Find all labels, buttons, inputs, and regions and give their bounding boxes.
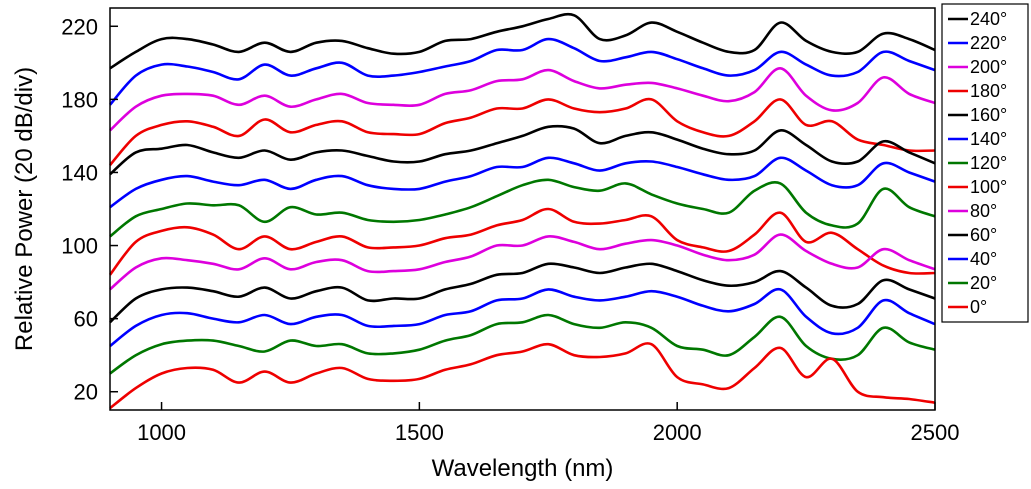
- ticks-layer: 1000 1500 2000 2500 20 60 100 140 180 220: [61, 14, 959, 445]
- x-tick-label-1: 1500: [395, 420, 444, 445]
- legend-label-10: 40°: [970, 249, 997, 269]
- series-line-6: [109, 178, 936, 238]
- legend-label-7: 100°: [970, 177, 1007, 197]
- series-line-9: [109, 262, 936, 324]
- series-line-5: [109, 156, 936, 209]
- legend-label-9: 60°: [970, 225, 997, 245]
- legend-label-11: 20°: [970, 273, 997, 293]
- series-line-2: [109, 67, 936, 132]
- series-line-1: [109, 37, 936, 106]
- legend-label-2: 200°: [970, 57, 1007, 77]
- x-axis-label: Wavelength (nm): [432, 455, 614, 482]
- y-tick-label-2: 100: [61, 234, 98, 259]
- series-line-10: [109, 287, 936, 348]
- series-line-8: [109, 233, 936, 291]
- series-line-7: [108, 207, 936, 276]
- series-layer: [108, 12, 936, 410]
- x-tick-label-3: 2500: [911, 420, 960, 445]
- legend-label-3: 180°: [970, 81, 1007, 101]
- x-tick-label-0: 1000: [137, 420, 186, 445]
- legend: 240° 220° 200° 180° 160° 140° 120° 100° 80° 60° 40…: [941, 3, 1029, 323]
- legend-label-6: 120°: [970, 153, 1007, 173]
- y-tick-label-0: 20: [74, 380, 98, 405]
- legend-label-5: 140°: [970, 129, 1007, 149]
- legend-label-0: 240°: [970, 9, 1007, 29]
- y-tick-label-1: 60: [74, 307, 98, 332]
- y-tick-label-4: 180: [61, 87, 98, 112]
- y-tick-label-5: 220: [61, 14, 98, 39]
- series-line-4: [109, 124, 936, 176]
- y-axis-label: Relative Power (20 dB/div): [11, 67, 38, 351]
- legend-label-8: 80°: [970, 201, 997, 221]
- legend-label-4: 160°: [970, 105, 1007, 125]
- legend-label-12: 0°: [970, 297, 987, 317]
- series-line-12: [109, 342, 936, 410]
- y-tick-label-3: 140: [61, 160, 98, 185]
- series-line-0: [109, 12, 936, 70]
- x-tick-label-2: 2000: [653, 420, 702, 445]
- series-line-11: [109, 313, 936, 375]
- plot-frame: [109, 7, 936, 411]
- legend-label-1: 220°: [970, 33, 1007, 53]
- series-line-3: [109, 97, 936, 166]
